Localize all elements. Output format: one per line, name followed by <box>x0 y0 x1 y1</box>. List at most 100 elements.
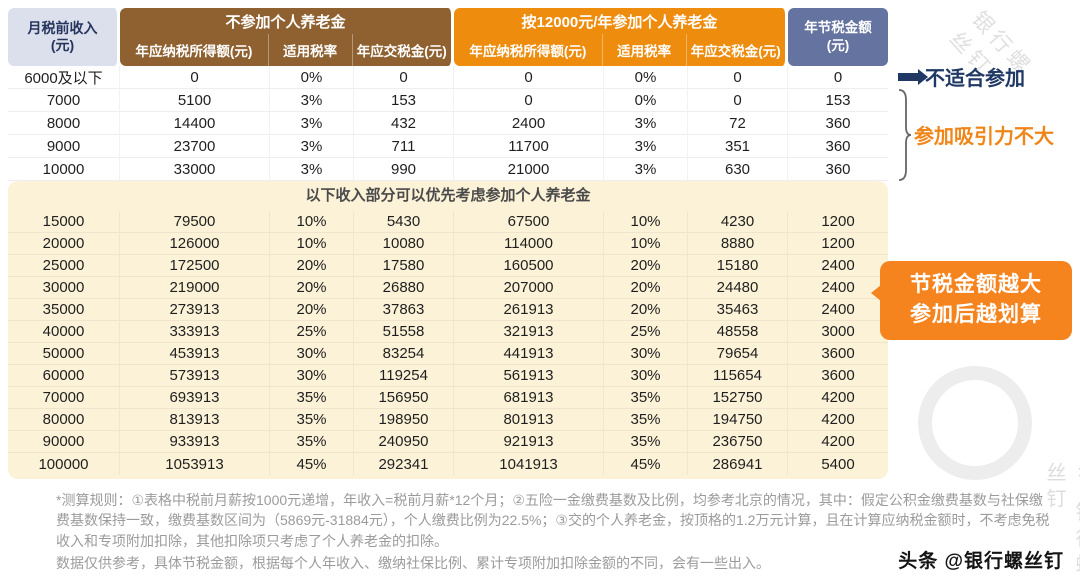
annotation-not-suitable: 不适合参加 <box>898 62 1025 91</box>
saving-cell: 4200 <box>821 411 855 428</box>
tax-rate-cell: 10% <box>604 233 688 254</box>
income-cell: 20000 <box>8 233 120 254</box>
tax-rate-cell: 3% <box>604 135 688 157</box>
table-row: 25000 172500 20% 17580 160500 20% 15180 2400 <box>8 255 888 277</box>
income-cell: 30000 <box>8 277 120 298</box>
table-row: 100000 1053913 45% 292341 1041913 45% 286941 54… <box>8 453 888 475</box>
footnote-disclaimer: 数据仅供参考，具体节税金额，根据每个人年收入、缴纳社保比例、累计专项附加扣除金额… <box>56 554 770 571</box>
header-subrow-with-pension: 年应纳税所得额(元) 适用税率 年应交税金(元) <box>454 34 785 66</box>
pension-tax-table: 月税前收入 (元) 不参加个人养老金 年应纳税所得额(元) 适用税率 年应交税金… <box>8 8 888 479</box>
taxable-income-cell: 67500 <box>454 211 604 232</box>
taxable-income-cell: 219000 <box>120 277 270 298</box>
tax-rate-cell: 45% <box>604 453 688 475</box>
income-cell: 40000 <box>8 321 120 342</box>
tax-rate-cell: 3% <box>270 112 354 134</box>
tax-due-cell: 156950 <box>354 387 454 408</box>
upper-rows-section: 6000及以下 0 0% 0 0 0% 0 0 7000 5100 3% 153 0 0% 0 153 8000… <box>8 66 888 181</box>
header-taxable-income: 年应纳税所得额(元) <box>469 44 587 59</box>
taxable-income-cell: 1041913 <box>454 453 604 475</box>
taxable-income-cell: 561913 <box>454 365 604 386</box>
saving-cell: 2400 <box>821 301 855 318</box>
table-row: 8000 14400 3% 432 2400 3% 72 360 <box>8 112 888 135</box>
header-tax-due: 年应交税金(元) <box>690 44 781 59</box>
table-row: 15000 79500 10% 5430 67500 10% 4230 1200 <box>8 211 888 233</box>
taxable-income-cell: 693913 <box>120 387 270 408</box>
taxable-income-cell: 681913 <box>454 387 604 408</box>
tax-rate-cell: 3% <box>270 135 354 157</box>
taxable-income-cell: 801913 <box>454 409 604 430</box>
income-cell: 8000 <box>8 112 120 134</box>
tax-rate-cell: 35% <box>270 409 354 430</box>
taxable-income-cell: 0 <box>454 89 604 111</box>
tax-rate-cell: 25% <box>604 321 688 342</box>
tax-due-cell: 35463 <box>688 299 788 320</box>
saving-cell: 4200 <box>821 433 855 450</box>
saving-cell: 1200 <box>821 235 855 252</box>
header-tax-due: 年应交税金(元) <box>356 44 447 59</box>
tax-due-cell: 152750 <box>688 387 788 408</box>
annotation-badge: 节税金额越大 参加后越划算 <box>871 261 1072 340</box>
table-row: 20000 126000 10% 10080 114000 10% 8880 1200 <box>8 233 888 255</box>
taxable-income-cell: 14400 <box>120 112 270 134</box>
income-cell: 25000 <box>8 255 120 276</box>
tax-rate-cell: 35% <box>270 431 354 452</box>
tax-rate-cell: 25% <box>270 321 354 342</box>
income-cell: 7000 <box>8 89 120 111</box>
tax-rate-cell: 20% <box>270 255 354 276</box>
saving-cell: 2400 <box>821 279 855 296</box>
header-tax-rate: 适用税率 <box>267 34 353 66</box>
tax-rate-cell: 3% <box>604 112 688 134</box>
tax-due-cell: 432 <box>354 112 454 134</box>
taxable-income-cell: 321913 <box>454 321 604 342</box>
tax-due-cell: 0 <box>354 66 454 88</box>
tax-due-cell: 72 <box>688 112 788 134</box>
tax-due-cell: 153 <box>354 89 454 111</box>
header-income-line2: (元) <box>50 37 75 53</box>
tax-due-cell: 8880 <box>688 233 788 254</box>
tax-due-cell: 48558 <box>688 321 788 342</box>
annotation-low-attraction: 参加吸引力不大 <box>914 126 1054 148</box>
taxable-income-cell: 933913 <box>120 431 270 452</box>
table-row: 80000 813913 35% 198950 801913 35% 194750 4200 <box>8 409 888 431</box>
tax-rate-cell: 20% <box>270 299 354 320</box>
saving-cell: 3000 <box>821 323 855 340</box>
tax-due-cell: 990 <box>354 158 454 180</box>
taxable-income-cell: 33000 <box>120 158 270 180</box>
tax-due-cell: 351 <box>688 135 788 157</box>
taxable-income-cell: 23700 <box>120 135 270 157</box>
badge-line1: 节税金额越大 <box>910 273 1042 296</box>
tax-due-cell: 115654 <box>688 365 788 386</box>
saving-cell: 0 <box>833 68 843 86</box>
watermark-vertical: × 银行螺丝钉 <box>1043 462 1080 580</box>
tax-rate-cell: 35% <box>270 387 354 408</box>
taxable-income-cell: 79500 <box>120 211 270 232</box>
table-row: 30000 219000 20% 26880 207000 20% 24480 2400 <box>8 277 888 299</box>
footnote: *测算规则：①表格中税前月薪按1000元递增，年收入=税前月薪*12个月；②五险… <box>56 490 1052 573</box>
tax-rate-cell: 35% <box>604 431 688 452</box>
saving-cell: 153 <box>825 91 851 109</box>
taxable-income-cell: 0 <box>454 66 604 88</box>
tax-due-cell: 119254 <box>354 365 454 386</box>
tax-rate-cell: 0% <box>604 89 688 111</box>
tax-due-cell: 198950 <box>354 409 454 430</box>
tax-due-cell: 194750 <box>688 409 788 430</box>
table-header: 月税前收入 (元) 不参加个人养老金 年应纳税所得额(元) 适用税率 年应交税金… <box>8 8 888 66</box>
tax-rate-cell: 45% <box>270 453 354 475</box>
annotation-not-suitable-label: 不适合参加 <box>925 68 1025 90</box>
taxable-income-cell: 114000 <box>454 233 604 254</box>
table-row: 70000 693913 35% 156950 681913 35% 152750 4200 <box>8 387 888 409</box>
taxable-income-cell: 453913 <box>120 343 270 364</box>
tax-due-cell: 286941 <box>688 453 788 475</box>
header-group-with-pension: 按12000元/年参加个人养老金 年应纳税所得额(元) 适用税率 年应交税金(元… <box>454 8 788 66</box>
taxable-income-cell: 21000 <box>454 158 604 180</box>
taxable-income-cell: 172500 <box>120 255 270 276</box>
tax-due-cell: 26880 <box>354 277 454 298</box>
tax-rate-cell: 35% <box>604 387 688 408</box>
footnote-rules: *测算规则：①表格中税前月薪按1000元递增，年收入=税前月薪*12个月；②五险… <box>56 492 1050 549</box>
tax-due-cell: 240950 <box>354 431 454 452</box>
header-taxable-income: 年应纳税所得额(元) <box>135 44 253 59</box>
header-saving-column: 年节税金额 (元) <box>788 8 888 66</box>
tax-due-cell: 83254 <box>354 343 454 364</box>
saving-cell: 1200 <box>821 213 855 230</box>
header-income-line1: 月税前收入 <box>27 19 98 36</box>
